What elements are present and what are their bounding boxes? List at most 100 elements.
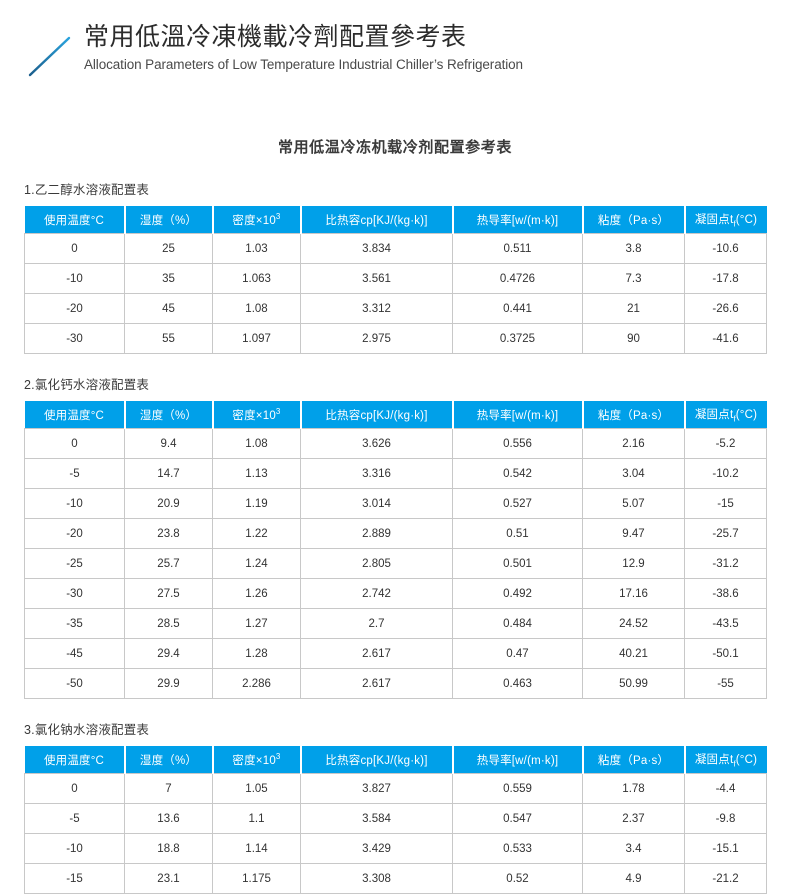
cell-humidity: 23.8 xyxy=(124,518,213,549)
cell-density: 1.08 xyxy=(212,428,301,459)
table-row: 0 25 1.03 3.834 0.511 3.8 -10.6 xyxy=(24,233,767,264)
cell-humidity: 9.4 xyxy=(124,428,213,459)
cell-freezing-point: -15.1 xyxy=(684,833,767,864)
cell-thermal-conductivity: 0.533 xyxy=(452,833,583,864)
banner-title-cn: 常用低溫冷凍機載冷劑配置參考表 xyxy=(84,23,467,51)
table-row: -25 25.7 1.24 2.805 0.501 12.9 -31.2 xyxy=(24,548,767,579)
cell-humidity: 25 xyxy=(124,233,213,264)
cell-freezing-point: -10.6 xyxy=(684,233,767,264)
section-calcium-chloride: 2.氯化钙水溶液配置表 使用温度°C 湿度（%） 密度×103 比热容cp[KJ… xyxy=(24,374,767,699)
cell-viscosity: 1.78 xyxy=(582,773,685,804)
cell-humidity: 29.9 xyxy=(124,668,213,699)
column-header-density: 密度×103 xyxy=(211,746,302,774)
cell-thermal-conductivity: 0.4726 xyxy=(452,263,583,294)
cell-density: 2.286 xyxy=(212,668,301,699)
cell-temperature: 0 xyxy=(24,233,125,264)
cell-specific-heat: 2.7 xyxy=(300,608,453,639)
freeze-subscript: f xyxy=(733,759,736,769)
cell-temperature: -20 xyxy=(24,293,125,324)
cell-density: 1.1 xyxy=(212,803,301,834)
column-header-humidity: 湿度（%） xyxy=(123,746,214,774)
cell-temperature: -5 xyxy=(24,458,125,489)
cell-freezing-point: -25.7 xyxy=(684,518,767,549)
cell-freezing-point: -4.4 xyxy=(684,773,767,804)
cell-density: 1.05 xyxy=(212,773,301,804)
page-title: 常用低温冷冻机载冷剂配置参考表 xyxy=(277,139,512,156)
cell-humidity: 27.5 xyxy=(124,578,213,609)
cell-density: 1.14 xyxy=(212,833,301,864)
cell-specific-heat: 3.561 xyxy=(300,263,453,294)
freeze-label: 凝固点t xyxy=(694,408,734,421)
cell-density: 1.24 xyxy=(212,548,301,579)
cell-specific-heat: 3.308 xyxy=(300,863,453,894)
column-header-temperature: 使用温度°C xyxy=(24,401,126,429)
cell-thermal-conductivity: 0.492 xyxy=(452,578,583,609)
cell-thermal-conductivity: 0.547 xyxy=(452,803,583,834)
density-exponent: 3 xyxy=(275,406,281,416)
table-row: 0 7 1.05 3.827 0.559 1.78 -4.4 xyxy=(24,773,767,804)
cell-specific-heat: 2.889 xyxy=(300,518,453,549)
cell-thermal-conductivity: 0.556 xyxy=(452,428,583,459)
cell-specific-heat: 3.014 xyxy=(300,488,453,519)
column-header-temperature: 使用温度°C xyxy=(24,746,126,774)
cell-temperature: 0 xyxy=(24,773,125,804)
cell-thermal-conductivity: 0.527 xyxy=(452,488,583,519)
cell-temperature: -50 xyxy=(24,668,125,699)
cell-specific-heat: 3.584 xyxy=(300,803,453,834)
column-header-viscosity: 粘度（Pa·s） xyxy=(581,401,686,429)
cell-temperature: -30 xyxy=(24,578,125,609)
cell-density: 1.26 xyxy=(212,578,301,609)
cell-humidity: 23.1 xyxy=(124,863,213,894)
table-row: -5 13.6 1.1 3.584 0.547 2.37 -9.8 xyxy=(24,803,767,834)
parameter-table: 使用温度°C 湿度（%） 密度×103 比热容cp[KJ/(kg·k)] 热导率… xyxy=(24,746,767,894)
table-row: -15 23.1 1.175 3.308 0.52 4.9 -21.2 xyxy=(24,863,767,894)
cell-density: 1.27 xyxy=(212,608,301,639)
cell-specific-heat: 3.316 xyxy=(300,458,453,489)
table-header-row: 使用温度°C 湿度（%） 密度×103 比热容cp[KJ/(kg·k)] 热导率… xyxy=(24,206,767,234)
cell-thermal-conductivity: 0.47 xyxy=(452,638,583,669)
column-header-thermal-conductivity: 热导率[w/(m·k)] xyxy=(451,746,584,774)
column-header-viscosity: 粘度（Pa·s） xyxy=(581,206,686,234)
section-heading: 1.乙二醇水溶液配置表 xyxy=(24,183,150,197)
cell-freezing-point: -5.2 xyxy=(684,428,767,459)
cell-viscosity: 9.47 xyxy=(582,518,685,549)
table-row: -50 29.9 2.286 2.617 0.463 50.99 -55 xyxy=(24,668,767,699)
cell-temperature: -35 xyxy=(24,608,125,639)
freeze-unit: (°C) xyxy=(735,213,758,226)
table-row: -20 45 1.08 3.312 0.441 21 -26.6 xyxy=(24,293,767,324)
cell-humidity: 35 xyxy=(124,263,213,294)
cell-density: 1.13 xyxy=(212,458,301,489)
cell-specific-heat: 2.805 xyxy=(300,548,453,579)
cell-viscosity: 3.4 xyxy=(582,833,685,864)
freeze-label: 凝固点t xyxy=(694,753,734,766)
cell-viscosity: 21 xyxy=(582,293,685,324)
cell-specific-heat: 2.975 xyxy=(300,323,453,354)
parameter-table: 使用温度°C 湿度（%） 密度×103 比热容cp[KJ/(kg·k)] 热导率… xyxy=(24,206,767,354)
column-header-thermal-conductivity: 热导率[w/(m·k)] xyxy=(451,206,584,234)
cell-humidity: 55 xyxy=(124,323,213,354)
table-row: -35 28.5 1.27 2.7 0.484 24.52 -43.5 xyxy=(24,608,767,639)
table-row: -45 29.4 1.28 2.617 0.47 40.21 -50.1 xyxy=(24,638,767,669)
cell-viscosity: 12.9 xyxy=(582,548,685,579)
cell-thermal-conductivity: 0.484 xyxy=(452,608,583,639)
section-heading: 3.氯化钠水溶液配置表 xyxy=(24,723,150,737)
cell-freezing-point: -50.1 xyxy=(684,638,767,669)
section-glycol: 1.乙二醇水溶液配置表 使用温度°C 湿度（%） 密度×103 比热容cp[KJ… xyxy=(24,179,767,354)
banner-title-en: Allocation Parameters of Low Temperature… xyxy=(84,57,523,72)
cell-specific-heat: 2.742 xyxy=(300,578,453,609)
cell-viscosity: 5.07 xyxy=(582,488,685,519)
cell-viscosity: 90 xyxy=(582,323,685,354)
cell-specific-heat: 3.312 xyxy=(300,293,453,324)
column-header-freezing-point: 凝固点tf(°C) xyxy=(683,401,767,429)
freeze-subscript: f xyxy=(733,219,736,229)
cell-temperature: -10 xyxy=(24,263,125,294)
banner-content: 常用低溫冷凍機載冷劑配置參考表 Allocation Parameters of… xyxy=(0,0,790,82)
table-row: 0 9.4 1.08 3.626 0.556 2.16 -5.2 xyxy=(24,428,767,459)
column-header-temperature: 使用温度°C xyxy=(24,206,126,234)
table-header-row: 使用温度°C 湿度（%） 密度×103 比热容cp[KJ/(kg·k)] 热导率… xyxy=(24,401,767,429)
cell-density: 1.08 xyxy=(212,293,301,324)
cell-freezing-point: -26.6 xyxy=(684,293,767,324)
cell-temperature: -20 xyxy=(24,518,125,549)
cell-freezing-point: -41.6 xyxy=(684,323,767,354)
cell-density: 1.063 xyxy=(212,263,301,294)
